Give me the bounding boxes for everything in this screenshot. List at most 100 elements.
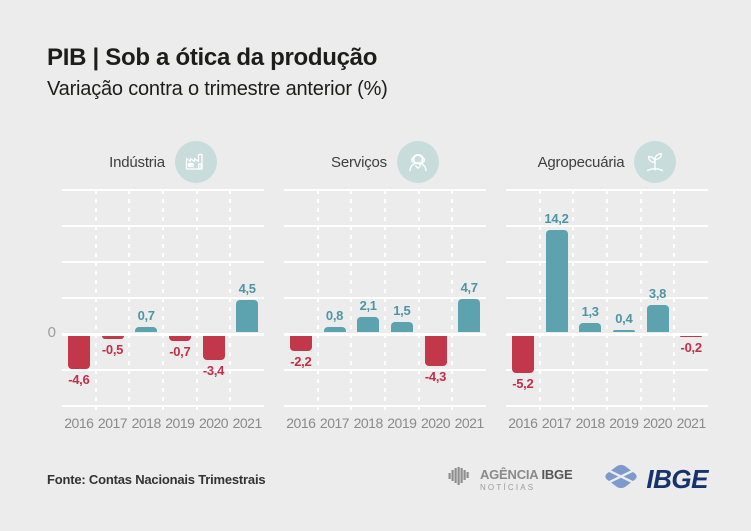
bar-value-label: -0,5 [101,342,124,358]
horizontal-gridline [284,297,486,299]
charts-area: 0 Indústria -4,6 -0,5 0,7 -0,7 -3,4 4,5 2016 2… [48,138,708,431]
brazil-map-pixel-icon [447,464,473,495]
bar-value-label: 0,7 [137,308,155,324]
chart-panel-industria: Indústria -4,6 -0,5 0,7 -0,7 -3,4 4,5 2016 201… [62,138,264,431]
year-label: 2017 [541,415,572,431]
bar-value-label: 0,8 [325,307,344,323]
year-label: 2019 [609,415,639,431]
horizontal-gridline [62,225,264,227]
horizontal-gridline [62,261,264,263]
bar [67,335,90,369]
panel-label: Indústria [109,153,165,171]
horizontal-gridline [62,369,264,371]
bar-value-label: 2,1 [359,298,377,314]
factory-icon [174,141,217,183]
zero-gridline [284,332,486,336]
year-label: 2021 [454,415,485,431]
bar-value-label: 0,4 [615,310,633,326]
horizontal-gridline [284,369,486,371]
bar-value-label: -4,6 [68,371,90,387]
vertical-gridline [417,190,420,412]
vertical-gridline [451,190,454,412]
page-subtitle: Variação contra o trimestre anterior (%) [47,78,388,100]
vertical-gridline [350,190,353,412]
bar [511,335,534,373]
year-label: 2018 [353,415,384,431]
vertical-gridline [94,190,97,412]
footer: Fonte: Contas Nacionais Trimestrais AG [47,458,708,500]
year-label: 2016 [64,415,94,431]
vertical-gridline [639,190,642,412]
headset-person-icon [396,141,439,183]
footer-logos: AGÊNCIA IBGE NOTÍCIAS [447,463,708,495]
agencia-logo-line1: AGÊNCIA IBGE [479,466,573,482]
bar [458,298,481,333]
horizontal-gridline [62,297,264,299]
plant-sprout-icon [634,141,677,183]
year-label: 2018 [131,415,162,431]
bar [612,329,635,333]
horizontal-gridline [62,405,264,407]
y-axis-zero-label: 0 [47,324,56,341]
year-label: 2019 [165,415,195,431]
bar-value-label: -0,2 [680,339,703,355]
horizontal-gridline [284,189,486,191]
year-label: 2020 [420,415,451,431]
bar [202,335,225,360]
bar [168,335,191,341]
bar [646,305,669,333]
vertical-gridline [316,190,319,412]
bar-value-label: -2,2 [290,354,312,370]
vertical-gridline [673,190,676,412]
ibge-logo-text: IBGE [646,463,708,494]
vertical-gridline [384,190,386,412]
horizontal-gridline [284,405,486,407]
vertical-gridline [538,190,541,412]
bar-value-label: 3,8 [648,286,667,302]
x-axis-agropecuaria: 2016 2017 2018 2019 2020 2021 [506,415,708,431]
agencia-ibge-noticias-logo: AGÊNCIA IBGE NOTÍCIAS [447,464,573,495]
horizontal-gridline [506,405,708,407]
bar [289,335,312,352]
bar-value-label: 1,3 [581,304,599,320]
year-label: 2021 [676,415,707,431]
bar-value-label: -4,3 [424,369,447,385]
vertical-gridline [128,190,131,412]
bar [424,335,447,367]
year-label: 2017 [97,415,128,431]
year-label: 2016 [508,415,538,431]
horizontal-gridline [284,261,486,263]
year-label: 2016 [286,415,316,431]
bar [579,323,602,333]
page-title: PIB | Sob a ótica da produção [47,44,378,71]
bar-plot-industria: -4,6 -0,5 0,7 -0,7 -3,4 4,5 [62,189,264,412]
x-axis-servicos: 2016 2017 2018 2019 2020 2021 [284,415,486,431]
bar [236,300,259,333]
panel-label: Serviços [331,153,387,171]
panel-label: Agropecuária [537,153,625,171]
chart-panel-agropecuaria: Agropecuária -5,2 14,2 1,3 0,4 3,8 -0,2 2016 2… [506,138,708,431]
bar [323,326,346,333]
bar-value-label: 4,7 [460,279,478,295]
year-label: 2018 [575,415,606,431]
ibge-logo: IBGE [602,463,708,495]
year-label: 2020 [642,415,673,431]
horizontal-gridline [506,369,708,371]
bar-plot-servicos: -2,2 0,8 2,1 1,5 -4,3 4,7 [284,189,486,412]
bar [101,335,124,340]
horizontal-gridline [506,189,708,191]
bar-value-label: 14,2 [544,211,569,227]
agencia-logo-line2: NOTÍCIAS [479,482,536,492]
year-label: 2020 [198,415,229,431]
vertical-gridline [229,190,232,412]
vertical-gridline [162,190,164,412]
year-label: 2021 [232,415,263,431]
bar-value-label: 1,5 [393,302,411,318]
bar-value-label: -0,7 [169,343,191,359]
bar [390,321,413,333]
horizontal-gridline [62,189,264,191]
zero-gridline [506,332,708,336]
source-note: Fonte: Contas Nacionais Trimestrais [47,471,266,487]
panel-header-servicos: Serviços [284,138,486,186]
